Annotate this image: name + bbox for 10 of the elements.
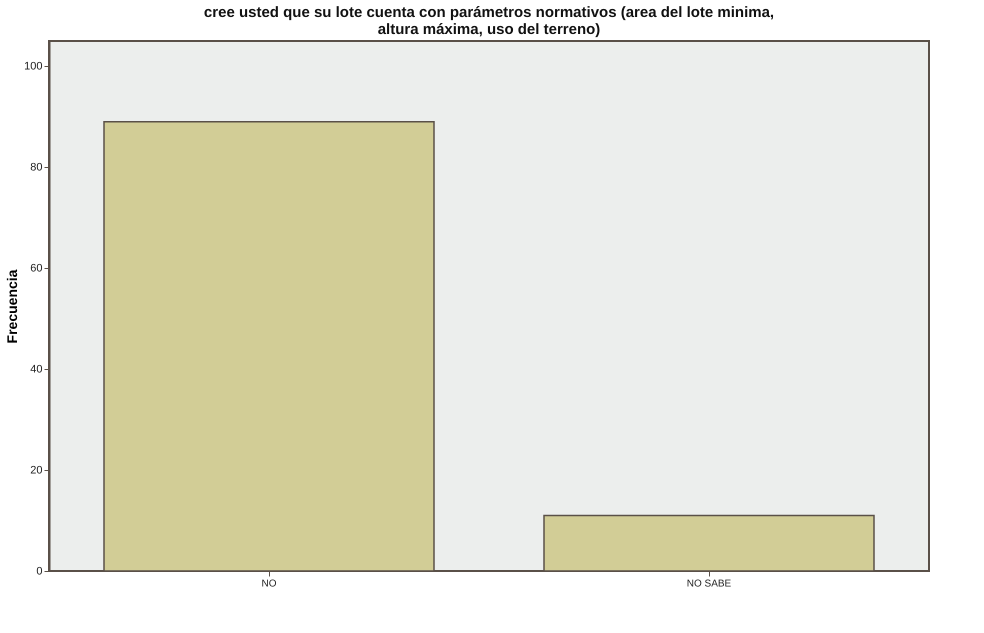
y-tick-label: 20 bbox=[30, 464, 42, 477]
y-tick-label: 100 bbox=[24, 60, 42, 73]
chart-title: cree usted que su lote cuenta con parámetros normativos (area del lote minima, altura máxima, uso del terreno) bbox=[204, 4, 774, 38]
x-tick-label: NO bbox=[262, 578, 277, 590]
y-tick-label: 80 bbox=[30, 162, 42, 174]
x-tick-label: NO SABE bbox=[686, 578, 732, 590]
y-tick-label: 60 bbox=[30, 262, 42, 275]
y-tick-label: 0 bbox=[36, 566, 42, 578]
y-tick-label: 40 bbox=[30, 364, 42, 376]
y-axis-title: Frecuencia bbox=[4, 269, 20, 344]
